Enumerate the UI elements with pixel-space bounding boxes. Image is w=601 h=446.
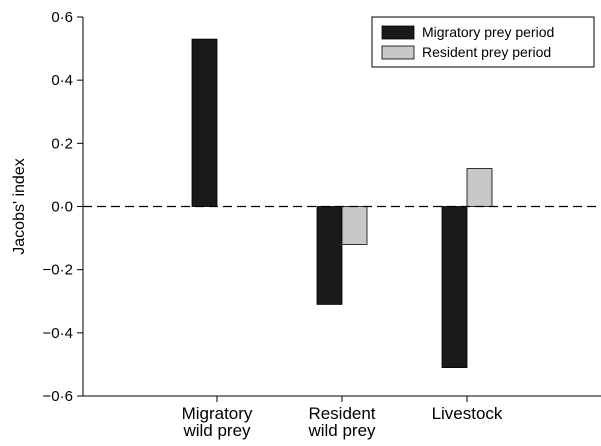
y-axis-label: Jacobs' index — [11, 158, 28, 254]
labels: 0·6 0·4 0·2 0·0 −0·2 −0·4 −0·6 Jacobs' index Mig… — [11, 9, 503, 440]
y-tick-label: −0·4 — [43, 325, 73, 342]
y-tick-label: 0·6 — [51, 9, 73, 26]
bars — [83, 38, 598, 368]
bar-migratory-period-0 — [191, 38, 218, 207]
legend: Migratory prey period Resident prey perio… — [371, 16, 595, 68]
bar-resident-period-2 — [466, 168, 493, 207]
y-tick-label: 0·2 — [51, 135, 73, 152]
x-category-label: wild prey — [307, 421, 376, 440]
legend-label: Resident prey period — [422, 44, 551, 60]
y-tick-label: 0·4 — [51, 72, 73, 89]
y-tick-label: 0·0 — [51, 199, 73, 216]
legend-swatch-resident-period — [381, 45, 415, 60]
x-category-label: wild prey — [182, 421, 251, 440]
legend-swatch-migratory-period — [381, 25, 415, 40]
y-tick-label: −0·2 — [43, 262, 73, 279]
x-category-label: Livestock — [432, 404, 503, 423]
x-category-label: Resident — [308, 404, 375, 423]
x-category-label: Migratory — [182, 404, 253, 423]
bar-migratory-period-1 — [316, 206, 343, 305]
bar-resident-period-1 — [341, 206, 368, 245]
bar-migratory-period-2 — [441, 206, 468, 368]
y-tick-label: −0·6 — [43, 388, 73, 405]
legend-label: Migratory prey period — [422, 24, 554, 40]
